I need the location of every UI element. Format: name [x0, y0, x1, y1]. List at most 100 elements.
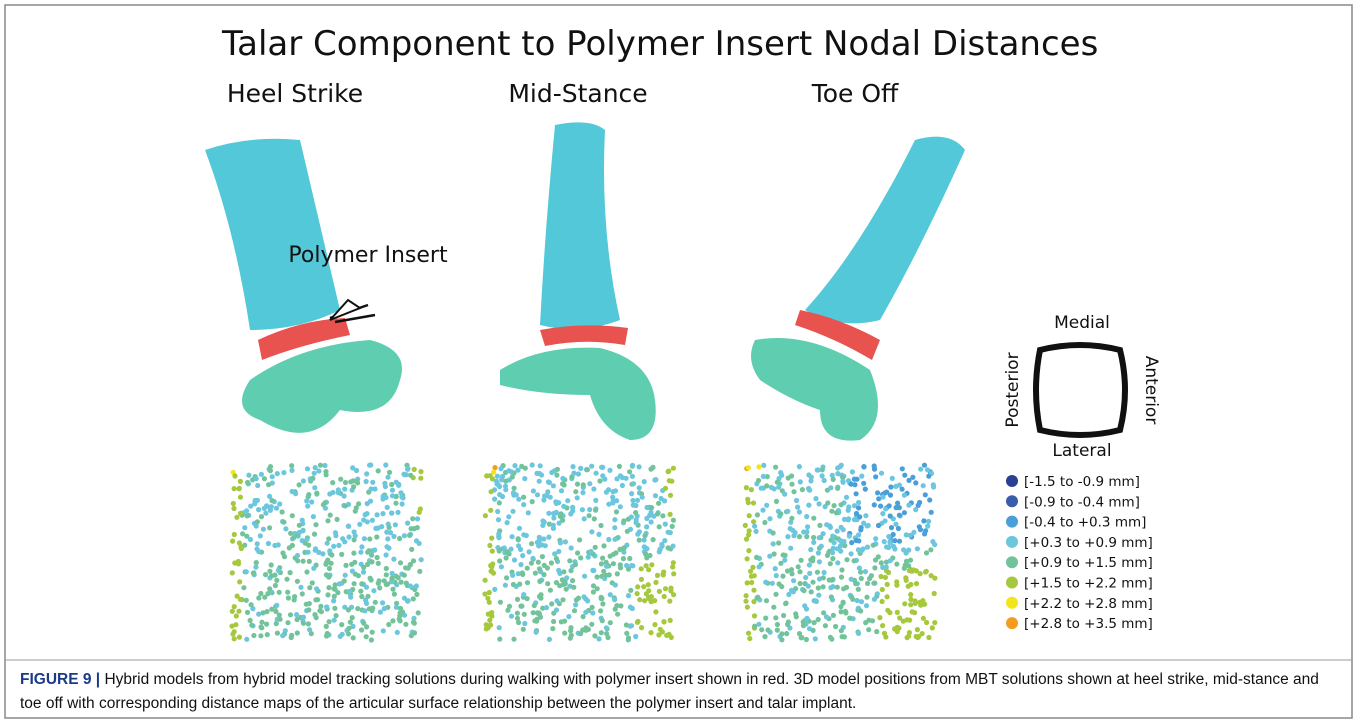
dot: [542, 563, 547, 568]
dot: [400, 609, 405, 614]
dot: [915, 627, 920, 632]
dot: [806, 472, 811, 477]
dot: [930, 625, 935, 630]
dot: [280, 633, 285, 638]
dot: [637, 597, 642, 602]
dot: [779, 631, 784, 636]
dot: [277, 501, 282, 506]
dot: [518, 547, 523, 552]
dot: [830, 550, 835, 555]
dot: [849, 482, 854, 487]
dot: [342, 487, 347, 492]
dot: [830, 556, 835, 561]
dot: [779, 637, 784, 642]
dot: [757, 564, 762, 569]
dot: [749, 580, 754, 585]
dot: [846, 517, 851, 522]
dot: [495, 509, 500, 514]
dot: [499, 564, 504, 569]
dot: [387, 525, 392, 530]
dot: [633, 503, 638, 508]
dot: [521, 592, 526, 597]
dot: [799, 558, 804, 563]
dot: [663, 486, 668, 491]
dot: [412, 526, 417, 531]
dot: [873, 474, 878, 479]
dot: [366, 548, 371, 553]
dot: [497, 625, 502, 630]
annotation: Polymer Insert: [288, 243, 448, 268]
dot: [646, 582, 651, 587]
dot: [550, 626, 555, 631]
dot: [568, 511, 573, 516]
dot: [807, 488, 812, 493]
dot: [914, 581, 919, 586]
dot: [884, 565, 889, 570]
dot: [496, 535, 501, 540]
dot: [263, 572, 268, 577]
dot: [397, 536, 402, 541]
dot: [259, 625, 264, 630]
dot: [806, 584, 811, 589]
dot: [801, 529, 806, 534]
dot: [352, 581, 357, 586]
dot: [365, 594, 370, 599]
dot: [856, 500, 861, 505]
dot: [418, 469, 423, 474]
dot: [531, 610, 536, 615]
dot: [660, 513, 665, 518]
dot: [485, 596, 490, 601]
dot: [829, 578, 834, 583]
dot: [668, 493, 673, 498]
dot: [644, 516, 649, 521]
dot: [385, 581, 390, 586]
dot: [240, 531, 245, 536]
dot: [811, 516, 816, 521]
dot: [348, 620, 353, 625]
dot: [885, 582, 890, 587]
dot: [900, 466, 905, 471]
dot: [921, 518, 926, 523]
dot: [656, 501, 661, 506]
dot: [840, 479, 845, 484]
dot: [511, 582, 516, 587]
dot: [642, 598, 647, 603]
dot: [649, 594, 654, 599]
dot: [926, 519, 931, 524]
dot: [888, 539, 893, 544]
dot: [756, 464, 761, 469]
dot: [554, 556, 559, 561]
dot: [922, 531, 927, 536]
dot: [533, 571, 538, 576]
dot: [600, 473, 605, 478]
dot: [922, 463, 927, 468]
dot: [331, 544, 336, 549]
dot: [258, 633, 263, 638]
dot: [405, 467, 410, 472]
dot: [414, 538, 419, 543]
dot: [786, 475, 791, 480]
dot: [765, 627, 770, 632]
dot: [876, 523, 881, 528]
dot: [887, 503, 892, 508]
dot: [375, 555, 380, 560]
dot: [295, 553, 300, 558]
dot: [346, 534, 351, 539]
dot: [373, 600, 378, 605]
dot: [744, 485, 749, 490]
dot: [231, 506, 236, 511]
dot: [522, 476, 527, 481]
dot: [410, 516, 415, 521]
dot: [512, 463, 517, 468]
dot: [314, 586, 319, 591]
dot: [746, 631, 751, 636]
dot: [578, 555, 583, 560]
dot: [902, 493, 907, 498]
dot: [621, 518, 626, 523]
dot: [354, 479, 359, 484]
dot: [350, 569, 355, 574]
dot: [304, 569, 309, 574]
dot: [319, 609, 324, 614]
dot: [288, 612, 293, 617]
dot: [406, 598, 411, 603]
